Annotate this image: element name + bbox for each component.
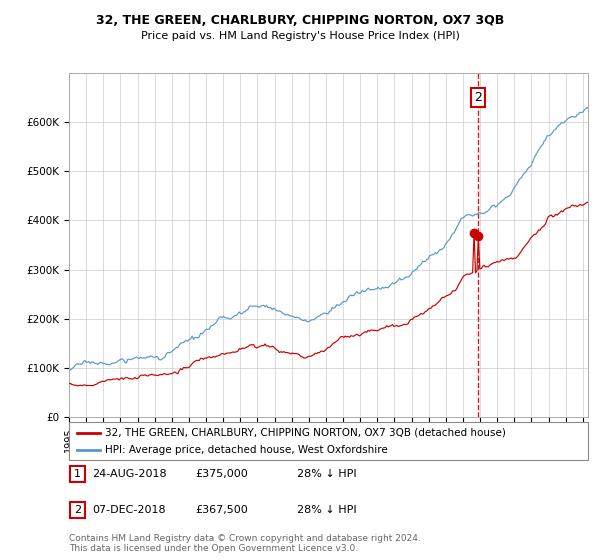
Text: £375,000: £375,000 [195, 469, 248, 479]
Text: 28% ↓ HPI: 28% ↓ HPI [297, 469, 356, 479]
Text: 1: 1 [74, 469, 81, 479]
FancyBboxPatch shape [70, 502, 85, 518]
Text: Contains HM Land Registry data © Crown copyright and database right 2024.
This d: Contains HM Land Registry data © Crown c… [69, 534, 421, 553]
Text: Price paid vs. HM Land Registry's House Price Index (HPI): Price paid vs. HM Land Registry's House … [140, 31, 460, 41]
Text: 28% ↓ HPI: 28% ↓ HPI [297, 505, 356, 515]
Text: HPI: Average price, detached house, West Oxfordshire: HPI: Average price, detached house, West… [106, 445, 388, 455]
FancyBboxPatch shape [69, 422, 588, 460]
Text: 32, THE GREEN, CHARLBURY, CHIPPING NORTON, OX7 3QB: 32, THE GREEN, CHARLBURY, CHIPPING NORTO… [96, 14, 504, 27]
Text: £367,500: £367,500 [195, 505, 248, 515]
FancyBboxPatch shape [70, 466, 85, 482]
Text: 2: 2 [475, 91, 482, 104]
Text: 2: 2 [74, 505, 81, 515]
Text: 32, THE GREEN, CHARLBURY, CHIPPING NORTON, OX7 3QB (detached house): 32, THE GREEN, CHARLBURY, CHIPPING NORTO… [106, 427, 506, 437]
Text: 07-DEC-2018: 07-DEC-2018 [92, 505, 166, 515]
Text: 24-AUG-2018: 24-AUG-2018 [92, 469, 166, 479]
